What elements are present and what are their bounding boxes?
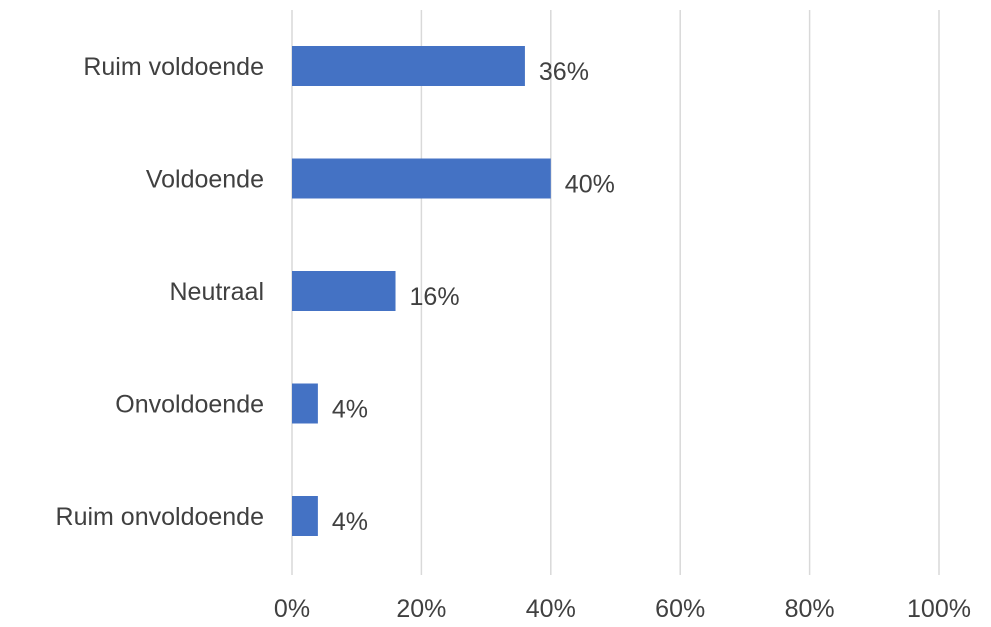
bar: [292, 496, 318, 536]
x-tick-label: 100%: [907, 595, 971, 623]
data-labels: 36% 40% 16% 4% 4%: [332, 58, 615, 536]
data-label: 36%: [539, 58, 589, 86]
data-label: 4%: [332, 508, 368, 536]
bar: [292, 158, 551, 199]
data-label: 16%: [410, 283, 460, 311]
x-tick-label: 20%: [396, 595, 446, 623]
x-tick-label: 0%: [274, 595, 310, 623]
x-tick-label: 60%: [655, 595, 705, 623]
gridlines: [291, 10, 940, 575]
data-label: 4%: [332, 396, 368, 424]
category-label: Ruim onvoldoende: [56, 503, 264, 531]
category-label: Voldoende: [146, 166, 264, 194]
category-label: Ruim voldoende: [83, 53, 264, 81]
bar: [292, 383, 318, 424]
bar: [292, 271, 396, 311]
x-tick-label: 40%: [526, 595, 576, 623]
x-tick-label: 80%: [785, 595, 835, 623]
data-label: 40%: [565, 171, 615, 199]
x-axis-tick-labels: 0% 20% 40% 60% 80% 100%: [274, 595, 971, 623]
bars: [292, 46, 551, 536]
category-label: Neutraal: [170, 278, 265, 306]
category-label: Onvoldoende: [115, 391, 264, 419]
category-labels: Ruim voldoende Voldoende Neutraal Onvoldoen…: [56, 53, 264, 531]
bar: [292, 46, 525, 86]
